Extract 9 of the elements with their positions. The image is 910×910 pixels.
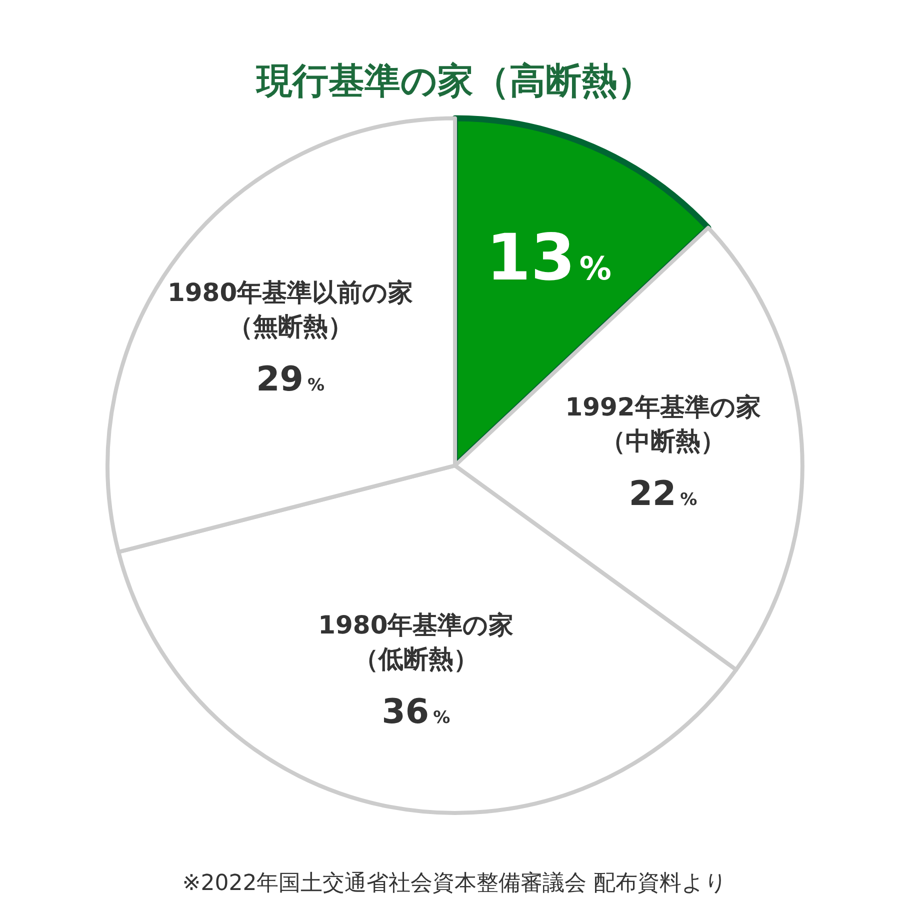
text: ※2022年国土交通省社会資本整備審議会 配布資料より <box>181 870 729 898</box>
chart-title: 現行基準の家（高断熱） <box>256 60 654 102</box>
slice-label: 1992年基準の家（中断熱） <box>565 392 761 456</box>
data-label: 13% <box>486 221 612 296</box>
data-label: 22% <box>628 474 698 514</box>
data-label: 29% <box>256 359 324 400</box>
slice-label: 1980年基準以前の家（無断熱） <box>168 278 414 341</box>
data-label: 36% <box>382 692 450 732</box>
slice-label: 1980年基準の家（低断熱） <box>318 610 514 674</box>
